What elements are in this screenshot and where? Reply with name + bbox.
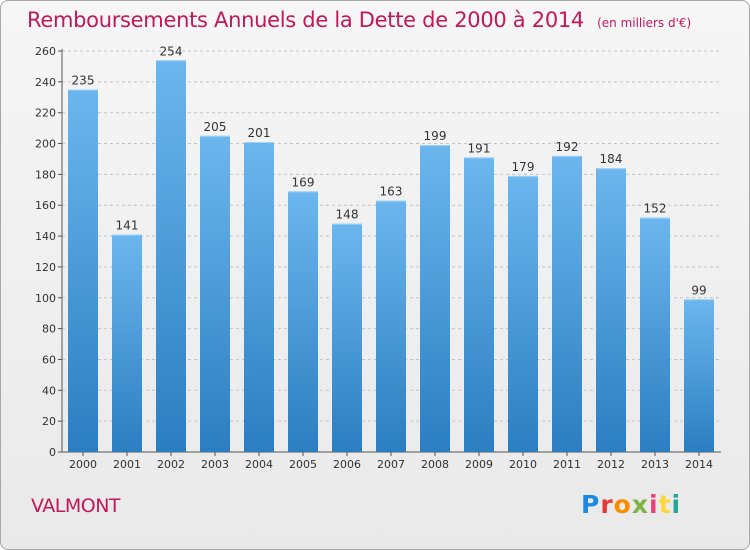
x-tick-label: 2006 (333, 458, 361, 471)
x-tick-label: 2012 (597, 458, 625, 471)
bar (244, 141, 274, 452)
y-tick-label: 60 (42, 353, 56, 366)
chart-unit: (en milliers d'€) (597, 16, 692, 30)
bar-value-label: 235 (72, 74, 95, 88)
y-tick-label: 180 (35, 168, 56, 181)
bar (508, 175, 538, 452)
bar-value-label: 201 (248, 126, 271, 140)
proxiti-logo: Proxiti (581, 490, 681, 519)
y-tick-label: 40 (42, 384, 56, 397)
bar (552, 155, 582, 452)
x-tick-label: 2009 (465, 458, 493, 471)
bar (640, 217, 670, 452)
logo-letter: t (658, 490, 672, 519)
y-tick-label: 100 (35, 292, 56, 305)
x-tick-label: 2013 (641, 458, 669, 471)
bar-value-label: 163 (380, 185, 403, 199)
logo-letter: r (600, 490, 614, 519)
bar-value-label: 205 (204, 120, 227, 134)
bar (684, 299, 714, 452)
bar-value-label: 192 (556, 140, 579, 154)
commune-name: VALMONT (31, 495, 121, 517)
bar (332, 223, 362, 452)
bar-value-label: 254 (160, 44, 183, 58)
x-tick-label: 2014 (685, 458, 713, 471)
x-tick-label: 2010 (509, 458, 537, 471)
x-tick-label: 2001 (113, 458, 141, 471)
bar (596, 168, 626, 452)
bar-value-label: 199 (424, 129, 447, 143)
x-tick-label: 2007 (377, 458, 405, 471)
y-tick-label: 260 (35, 45, 56, 58)
bar-value-label: 148 (336, 208, 359, 222)
x-tick-label: 2008 (421, 458, 449, 471)
bar-value-label: 169 (292, 175, 315, 189)
labels: 0 20 40 60 80 100 120 140 160 180 200 220 240 260 235 2… (35, 44, 713, 471)
bar (112, 234, 142, 452)
x-tick-label: 2003 (201, 458, 229, 471)
y-tick-label: 120 (35, 261, 56, 274)
x-tick-label: 2002 (157, 458, 185, 471)
bar (376, 200, 406, 452)
bar (200, 135, 230, 453)
y-tick-label: 0 (49, 446, 56, 459)
y-tick-label: 20 (42, 415, 56, 428)
y-tick-label: 200 (35, 138, 56, 151)
y-tick-label: 240 (35, 76, 56, 89)
y-tick-label: 160 (35, 199, 56, 212)
bar-value-label: 99 (691, 283, 706, 297)
logo-letter: o (613, 490, 632, 519)
bar (464, 157, 494, 452)
bars (68, 60, 714, 453)
y-tick-label: 80 (42, 323, 56, 336)
bar-value-label: 152 (644, 202, 667, 216)
bar-value-label: 179 (512, 160, 535, 174)
x-tick-label: 2000 (69, 458, 97, 471)
logo-letter: i (671, 490, 682, 519)
bar (68, 89, 98, 453)
x-tick-label: 2004 (245, 458, 273, 471)
chart-title: Remboursements Annuels de la Dette de 20… (27, 8, 584, 32)
logo-letter: i (649, 490, 659, 519)
bar-value-label: 184 (600, 152, 623, 166)
bar (420, 145, 450, 453)
x-tick-label: 2011 (553, 458, 581, 471)
chart-title-row: Remboursements Annuels de la Dette de 20… (27, 8, 691, 32)
bar (288, 191, 318, 452)
bar-value-label: 191 (468, 141, 491, 155)
y-tick-label: 140 (35, 230, 56, 243)
bar (156, 60, 186, 452)
y-tick-label: 220 (35, 107, 56, 120)
bar-value-label: 141 (116, 219, 139, 233)
x-tick-label: 2005 (289, 458, 317, 471)
logo-letter: x (631, 490, 649, 519)
logo-letter: P (581, 490, 601, 519)
